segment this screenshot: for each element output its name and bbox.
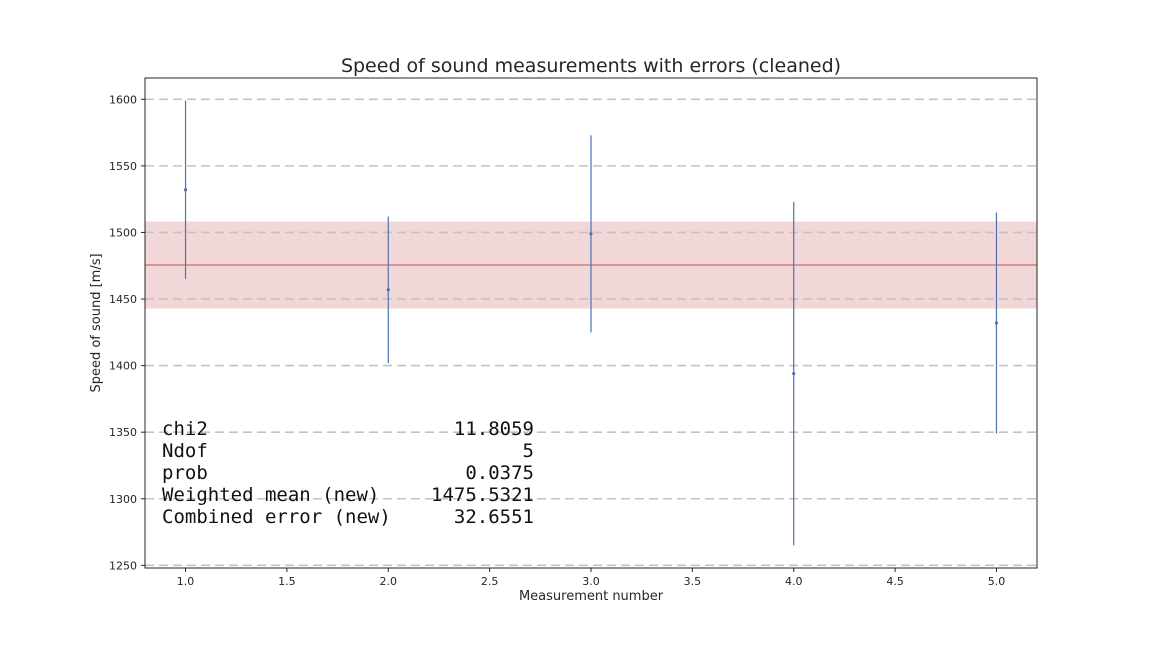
y-tick-label: 1550 [109,160,137,173]
x-tick-label: 5.0 [988,575,1006,588]
data-layer [183,100,999,546]
y-axis-label: Speed of sound [m/s] [89,253,104,392]
x-tick-label: 3.5 [684,575,702,588]
stats-value: 1475.5321 [431,484,534,506]
stats-value: 11.8059 [454,418,534,440]
y-tick-label: 1300 [109,493,137,506]
grid-layer [145,98,1037,567]
stats-value: 5 [523,440,534,462]
x-tick-label: 2.5 [481,575,499,588]
y-tick-label: 1450 [109,293,137,306]
y-tick-label: 1250 [109,559,137,572]
tick-layer: 1250 1300 1350 1400 1450 1500 1550 1600 1.0 1.5 2.… [109,93,1005,588]
y-tick-label: 1400 [109,360,137,373]
x-tick-label: 2.0 [380,575,398,588]
y-tick-label: 1600 [109,93,137,106]
x-tick-label: 4.5 [886,575,904,588]
stats-label: Weighted mean (new) [162,484,379,506]
stats-box: chi2 11.8059 Ndof 5 prob 0.0375 Weighted mean … [162,418,534,528]
chart-title: Speed of sound measurements with errors … [341,55,841,77]
stats-label: chi2 [162,418,208,440]
x-tick-label: 3.0 [582,575,600,588]
y-tick-label: 1500 [109,226,137,239]
x-tick-label: 1.5 [278,575,296,588]
stats-label: Ndof [162,440,208,462]
stats-value: 32.6551 [454,506,534,528]
stats-value: 0.0375 [465,462,534,484]
data-point [792,371,796,376]
data-point [386,288,390,292]
stats-label: prob [162,462,208,484]
stats-label: Combined error (new) [162,506,391,528]
x-tick-label: 1.0 [177,575,195,588]
data-point [183,188,188,192]
x-axis-label: Measurement number [519,589,664,604]
data-point [589,232,593,236]
x-tick-label: 4.0 [785,575,803,588]
y-tick-label: 1350 [109,426,137,439]
data-point [994,321,999,325]
